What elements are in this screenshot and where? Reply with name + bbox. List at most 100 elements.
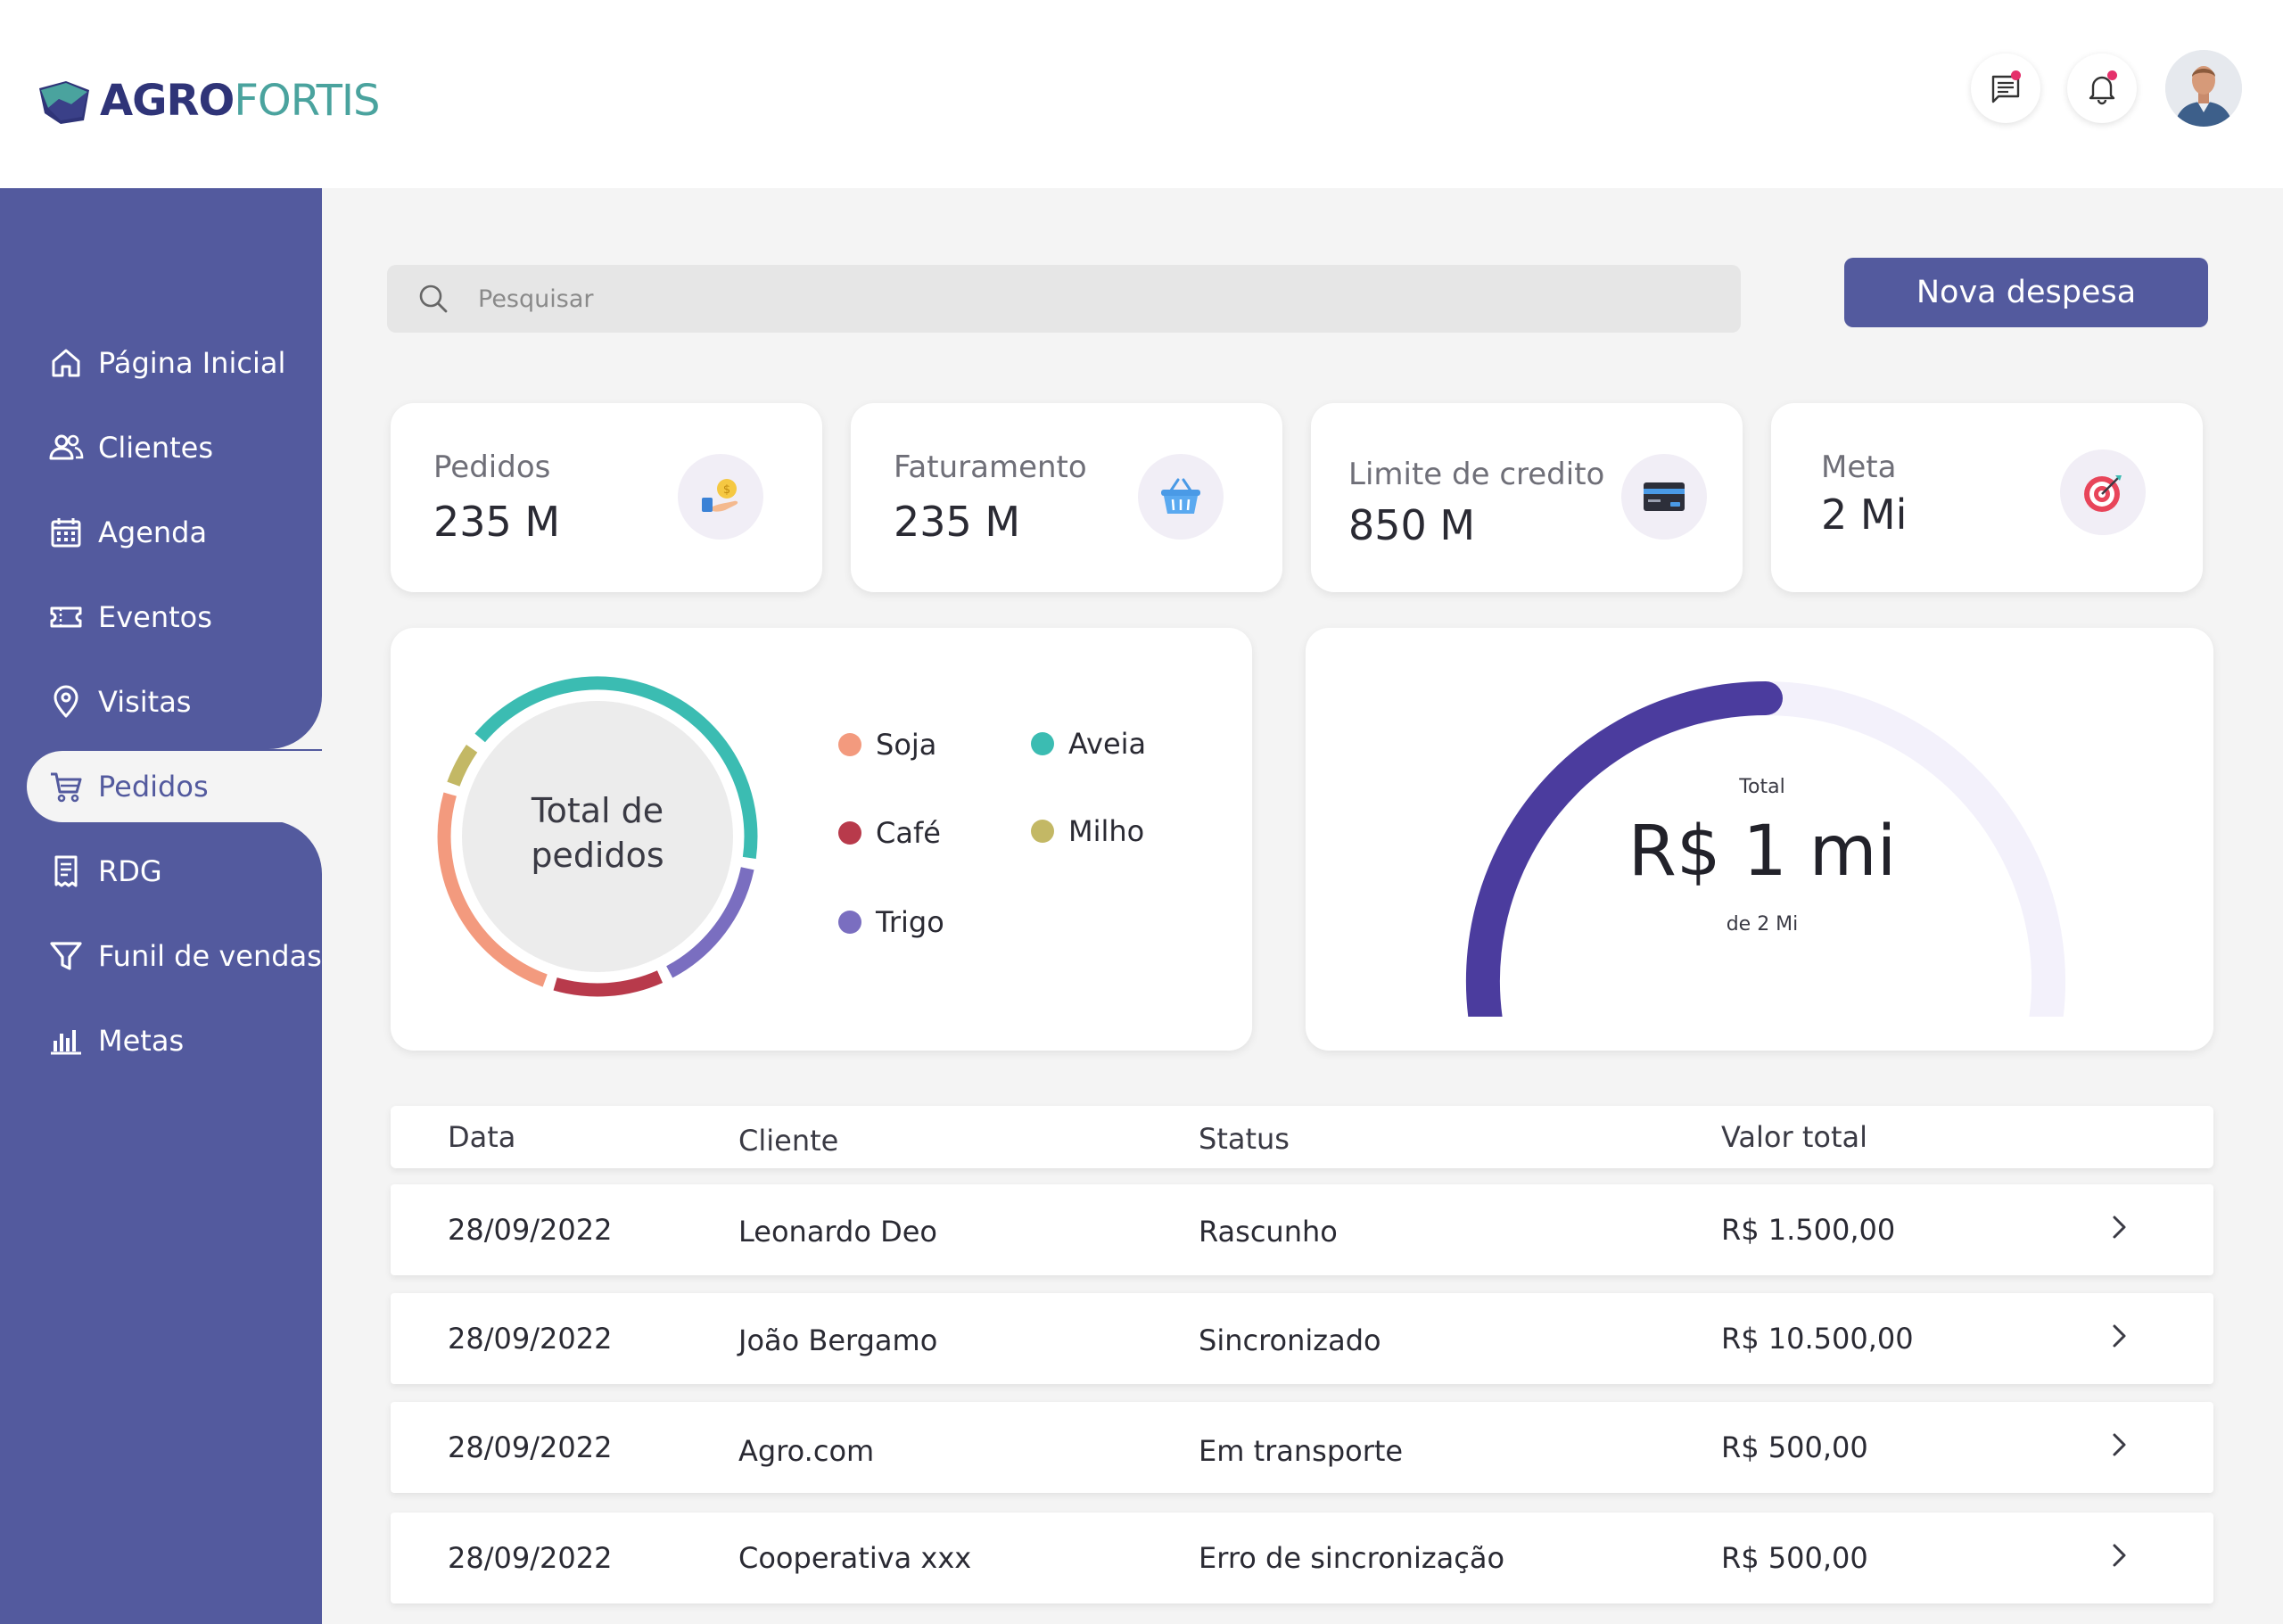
legend-swatch xyxy=(838,733,861,756)
cell-date: 28/09/2022 xyxy=(448,1213,613,1247)
top-bar: AGROFORTIS xyxy=(0,0,2283,188)
svg-text:$: $ xyxy=(723,483,730,497)
receipt-icon xyxy=(54,855,78,887)
stat-value: 850 M xyxy=(1348,501,1476,549)
gauge-caption: Total xyxy=(1739,776,1785,798)
sidebar-item-pagina-inicial[interactable]: Página Inicial xyxy=(0,327,322,399)
legend-item-soja: Soja xyxy=(838,728,936,762)
home-icon xyxy=(52,349,80,377)
table-row[interactable]: 28/09/2022 Leonardo Deo Rascunho R$ 1.50… xyxy=(391,1184,2213,1275)
credit-card-icon xyxy=(1621,454,1707,540)
orders-table-header: Data Cliente Status Valor total xyxy=(391,1106,2213,1168)
notifications-unread-dot xyxy=(2107,70,2117,80)
chevron-right-icon[interactable] xyxy=(2101,1427,2137,1463)
stat-card-meta[interactable]: Meta 2 Mi xyxy=(1771,403,2203,592)
logo-text: AGROFORTIS xyxy=(100,76,381,126)
cell-date: 28/09/2022 xyxy=(448,1322,613,1356)
new-expense-button[interactable]: Nova despesa xyxy=(1844,258,2208,327)
total-gauge-chart xyxy=(1465,681,2065,1017)
cell-status: Sincronizado xyxy=(1199,1323,1381,1357)
legend-item-cafe: Café xyxy=(838,816,941,850)
donut-segment-aveia xyxy=(474,676,758,859)
sidebar-item-eventos[interactable]: Eventos xyxy=(0,581,322,653)
sidebar-item-label: Eventos xyxy=(98,600,212,634)
app-logo[interactable]: AGROFORTIS xyxy=(36,70,381,132)
legend-swatch xyxy=(838,821,861,845)
cell-date: 28/09/2022 xyxy=(448,1430,613,1464)
search-icon xyxy=(419,284,448,313)
table-row[interactable]: 28/09/2022 Cooperativa xxx Erro de sincr… xyxy=(391,1513,2213,1603)
column-header-total[interactable]: Valor total xyxy=(1721,1120,1867,1154)
sidebar-item-metas[interactable]: Metas xyxy=(0,1005,322,1076)
funnel-icon xyxy=(50,942,82,970)
chevron-right-icon[interactable] xyxy=(2101,1537,2137,1573)
orders-donut-chart xyxy=(437,676,758,997)
cell-total: R$ 1.500,00 xyxy=(1721,1213,1896,1247)
basket-icon xyxy=(1138,454,1224,540)
sidebar-item-funil-de-vendas[interactable]: Funil de vendas xyxy=(0,920,322,992)
coin-hand-icon: $ xyxy=(678,454,763,540)
sidebar-active-curve-top xyxy=(268,696,322,749)
sidebar-item-label: Visitas xyxy=(98,685,192,719)
legend-swatch xyxy=(1031,820,1054,843)
cell-status: Rascunho xyxy=(1199,1215,1338,1249)
users-icon xyxy=(49,434,84,460)
sidebar-item-label: RDG xyxy=(98,854,162,888)
sidebar-item-agenda[interactable]: Agenda xyxy=(0,497,322,568)
stat-value: 235 M xyxy=(433,498,561,546)
table-row[interactable]: 28/09/2022 João Bergamo Sincronizado R$ … xyxy=(391,1293,2213,1384)
ticket-icon xyxy=(50,606,82,628)
user-avatar[interactable] xyxy=(2165,50,2242,127)
stat-card-limite-de-credito[interactable]: Limite de credito 850 M xyxy=(1311,403,1743,592)
stat-label: Limite de credito xyxy=(1348,457,1605,492)
search-input[interactable] xyxy=(478,284,1637,313)
donut-segment-milho xyxy=(447,745,478,787)
chevron-right-icon[interactable] xyxy=(2101,1318,2137,1354)
donut-center-disc xyxy=(462,701,733,972)
sidebar-active-curve-bottom xyxy=(268,820,322,874)
stat-card-pedidos[interactable]: Pedidos 235 M $ xyxy=(391,403,822,592)
stat-card-faturamento[interactable]: Faturamento 235 M xyxy=(851,403,1282,592)
calendar-icon xyxy=(51,518,81,548)
stat-value: 235 M xyxy=(894,498,1021,546)
legend-item-aveia: Aveia xyxy=(1031,727,1146,761)
sidebar-item-pedidos[interactable]: Pedidos xyxy=(27,751,322,822)
donut-segment-trigo xyxy=(666,867,754,978)
column-header-date[interactable]: Data xyxy=(448,1120,516,1154)
gauge-fill xyxy=(1465,681,1783,1017)
sidebar-item-clientes[interactable]: Clientes xyxy=(0,412,322,483)
bar-chart-icon xyxy=(51,1030,81,1055)
sidebar-item-label: Pedidos xyxy=(98,770,209,804)
gauge-subtitle: de 2 Mi xyxy=(1726,913,1799,936)
legend-swatch xyxy=(838,911,861,934)
donut-segment-soja xyxy=(437,792,548,987)
sidebar-item-label: Página Inicial xyxy=(98,346,286,380)
sidebar-item-label: Metas xyxy=(98,1024,185,1058)
gauge-value: R$ 1 mi xyxy=(1628,812,1897,892)
table-row[interactable]: 28/09/2022 Agro.com Em transporte R$ 500… xyxy=(391,1402,2213,1493)
sidebar xyxy=(0,188,322,1624)
sidebar-item-label: Agenda xyxy=(98,515,208,549)
sidebar-item-visitas[interactable]: Visitas xyxy=(0,666,322,738)
stat-label: Meta xyxy=(1821,449,1897,485)
column-header-status[interactable]: Status xyxy=(1199,1122,1290,1156)
column-header-client[interactable]: Cliente xyxy=(738,1124,839,1158)
search-bar[interactable] xyxy=(387,265,1741,333)
cart-icon xyxy=(51,772,82,803)
cell-status: Em transporte xyxy=(1199,1434,1404,1468)
cell-total: R$ 500,00 xyxy=(1721,1541,1868,1575)
logo-icon xyxy=(39,81,89,124)
chevron-right-icon[interactable] xyxy=(2101,1209,2137,1245)
sidebar-item-label: Funil de vendas xyxy=(98,939,322,973)
cell-total: R$ 500,00 xyxy=(1721,1430,1868,1464)
cell-total: R$ 10.500,00 xyxy=(1721,1322,1914,1356)
cell-client: João Bergamo xyxy=(738,1323,938,1357)
sidebar-item-rdg[interactable]: RDG xyxy=(0,836,322,907)
notifications-button[interactable] xyxy=(2067,54,2137,123)
user-photo-icon xyxy=(2165,50,2242,127)
messages-unread-dot xyxy=(2011,70,2021,80)
stat-label: Faturamento xyxy=(894,449,1087,485)
sidebar-item-label: Clientes xyxy=(98,431,213,465)
stat-value: 2 Mi xyxy=(1821,490,1908,539)
messages-button[interactable] xyxy=(1971,54,2040,123)
